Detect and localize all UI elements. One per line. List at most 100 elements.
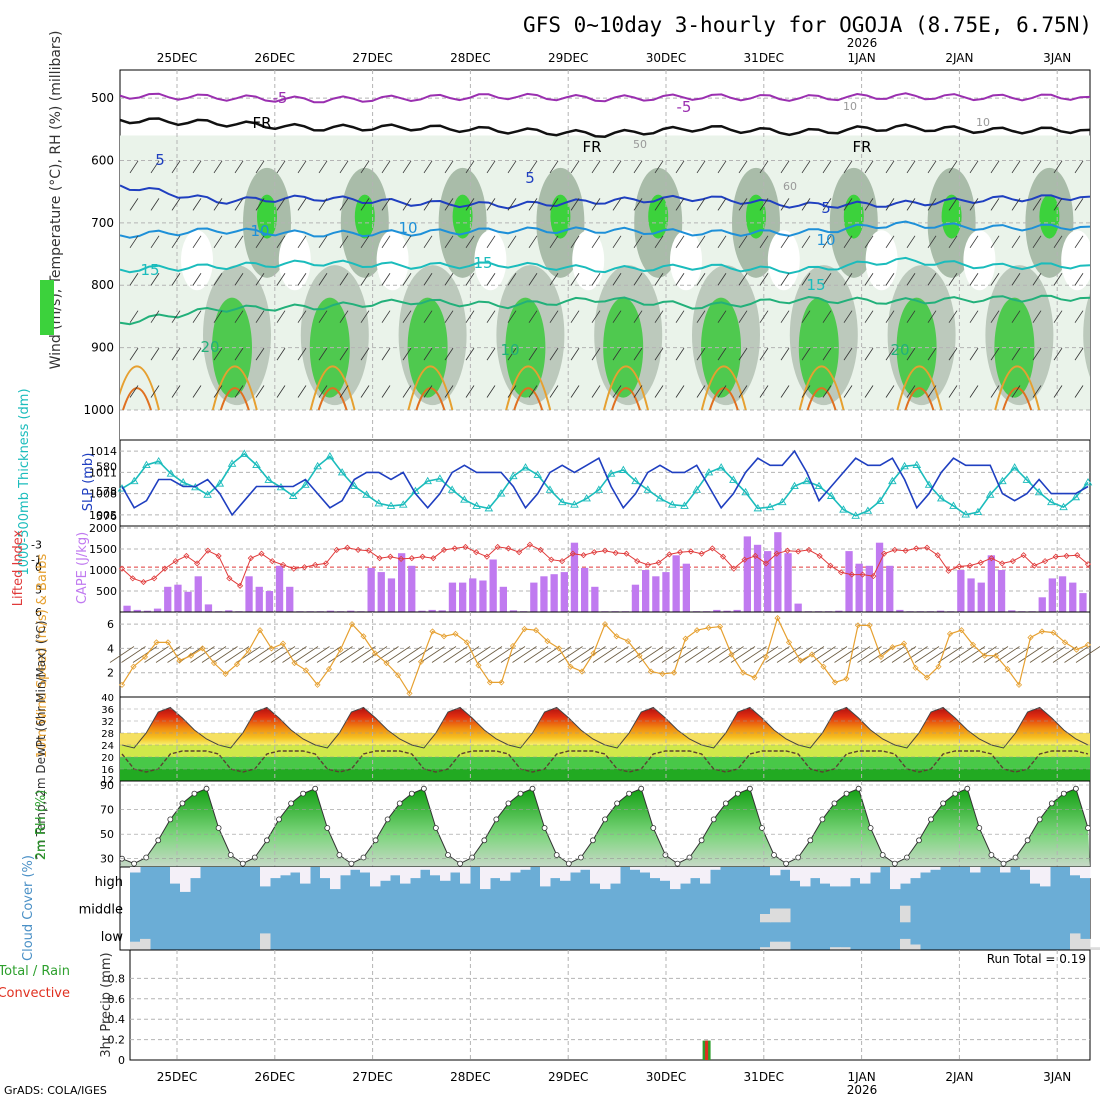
li-marker xyxy=(1042,558,1049,565)
wind-marker xyxy=(1061,639,1069,646)
wind-barb xyxy=(885,235,895,249)
wind-barb xyxy=(717,160,727,174)
cloud-middle-gap xyxy=(770,908,781,923)
wind-barb xyxy=(969,235,979,249)
wind-barb xyxy=(1053,198,1063,211)
wind-barb xyxy=(402,347,412,361)
rh-blob-saturated xyxy=(505,297,546,398)
thickness-marker xyxy=(484,503,494,512)
li-marker xyxy=(687,548,694,555)
cape-bar xyxy=(326,610,335,612)
wind-barb xyxy=(558,646,583,663)
rh-dry-pocket xyxy=(963,230,996,291)
wind-barb xyxy=(591,198,601,211)
li-marker xyxy=(999,560,1006,567)
rh-marker xyxy=(131,860,138,867)
boundary-layer-contour xyxy=(407,365,454,411)
li-marker xyxy=(548,556,555,563)
wind-barb xyxy=(885,273,895,286)
wind-marker xyxy=(751,674,758,681)
wind-barb xyxy=(738,310,748,323)
wind-barb xyxy=(990,198,1000,211)
temperature-contour xyxy=(120,184,1090,210)
temp-y-label: 2m Temp, 2m DewPt (6hr Min/Max) (°C) xyxy=(34,620,48,859)
cloud-high-clear xyxy=(920,867,931,873)
rh-marker xyxy=(529,785,536,792)
li-marker xyxy=(290,565,297,572)
wind-barb xyxy=(696,385,706,398)
wind-barb xyxy=(339,273,349,286)
wind-barb xyxy=(171,198,181,211)
thickness-ticks: 576 578 580 1005 1008 1011 1014 xyxy=(89,445,117,523)
wind-barb xyxy=(801,347,811,361)
li-marker xyxy=(387,553,394,560)
wind-marker xyxy=(176,657,183,664)
wind-barb xyxy=(523,646,549,663)
wind-barb xyxy=(654,273,664,286)
rh-marker xyxy=(384,816,391,823)
rh-dry-pocket xyxy=(376,230,409,291)
wind-barb xyxy=(857,646,882,663)
temp-grid xyxy=(120,697,1090,781)
wind-barb xyxy=(615,646,641,663)
rh-dry-pocket xyxy=(474,230,507,291)
cape-bar xyxy=(398,553,406,612)
wind-barb xyxy=(381,310,391,323)
li-marker xyxy=(1009,558,1016,565)
thickness-marker xyxy=(692,485,701,493)
wind-marker xyxy=(1004,666,1011,673)
cloud-high-clear xyxy=(890,867,901,890)
y-tick-label-right: 500 xyxy=(96,585,117,598)
wind-marker xyxy=(601,621,609,628)
rh-marker xyxy=(1036,816,1043,823)
wind-barb xyxy=(990,235,1000,249)
wind-barb xyxy=(507,198,517,211)
cloud-high-clear xyxy=(710,867,721,870)
wind-barb xyxy=(360,198,370,211)
wind-barb xyxy=(633,198,643,211)
wind-marker xyxy=(716,623,724,630)
wind-marker xyxy=(256,627,264,634)
thickness-marker xyxy=(447,485,457,493)
wind-barb xyxy=(297,273,307,286)
cloud-high-clear xyxy=(330,867,341,890)
rh-marker xyxy=(312,785,319,792)
cloud-high-clear xyxy=(520,867,531,870)
wind-barb xyxy=(486,198,496,211)
wind-barb xyxy=(906,198,916,211)
li-marker xyxy=(440,546,448,553)
wind-barb xyxy=(423,310,433,323)
cloud-high-clear xyxy=(1020,867,1031,870)
rh-marker xyxy=(626,790,632,797)
wind-barb xyxy=(1053,160,1063,174)
cloud-high-clear xyxy=(810,867,821,879)
wind-barb xyxy=(190,646,215,663)
wind-barb xyxy=(843,235,853,249)
wind-barb xyxy=(192,160,202,174)
wind-barb xyxy=(528,160,538,174)
cloud-high-clear xyxy=(840,867,851,887)
wind-barb xyxy=(374,646,399,663)
rh-marker xyxy=(348,860,355,867)
cloud-low-gap xyxy=(780,941,791,950)
cloud-high-clear xyxy=(480,867,491,890)
wind-barb xyxy=(276,347,286,361)
cape-bar xyxy=(509,610,518,612)
bottom-x-tick-labels: 25DEC 26DEC 27DEC 28DEC 29DEC 30DEC 31DEC 1JAN 2… xyxy=(157,1070,1072,1084)
wind-barb xyxy=(318,198,328,211)
wind-barb xyxy=(972,646,997,663)
thickness-marker xyxy=(227,459,237,467)
thickness-marker xyxy=(325,451,335,460)
wind-barb xyxy=(906,347,916,361)
wind-marker xyxy=(774,615,781,622)
cloud-low-gap xyxy=(1090,947,1100,950)
cloud-high-clear xyxy=(700,867,711,884)
wind-barb xyxy=(255,310,265,323)
wind-barb xyxy=(612,310,622,323)
x-tick-label: 30DEC xyxy=(646,51,686,65)
wind-barb xyxy=(381,347,391,361)
thickness-marker xyxy=(557,497,567,506)
wind-barb xyxy=(780,273,790,286)
thickness-marker xyxy=(924,480,934,488)
wind-barb xyxy=(969,198,979,211)
